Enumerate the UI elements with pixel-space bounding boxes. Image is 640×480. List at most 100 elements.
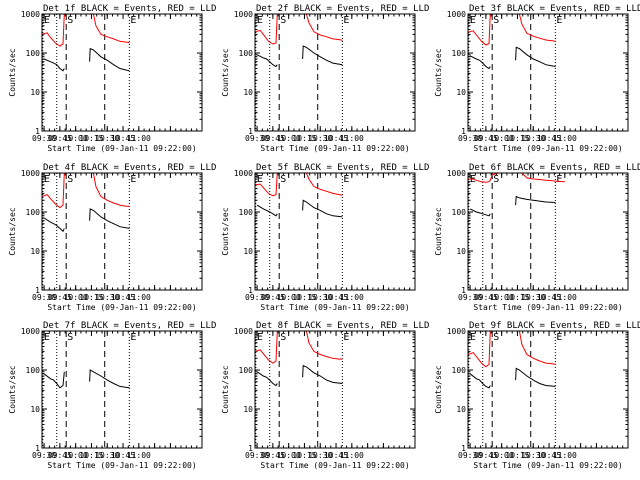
x-tick-label: 09:45 (474, 293, 498, 302)
y-axis-label: Counts/sec (221, 207, 230, 255)
series-lld-red (468, 14, 556, 46)
x-tick-label: 10:00 (64, 134, 88, 143)
panel-det-3: Det 3f BLACK = Events, RED = LLD 1 10 100 10… (434, 4, 640, 153)
series-events-black (256, 199, 343, 218)
x-tick-label: 10:00 (277, 134, 301, 143)
marker-label: S (280, 174, 286, 185)
x-tick-label: 10:15 (292, 134, 316, 143)
marker-label: E (556, 174, 562, 185)
y-axis-label: Counts/sec (434, 48, 443, 96)
x-tick-label: 10:30 (95, 451, 119, 460)
y-tick-label: 1000 (234, 327, 253, 336)
x-tick-label: 09:30 (245, 134, 269, 143)
panel-title: Det 1f BLACK = Events, RED = LLD (43, 4, 216, 14)
panel-title: Det 2f BLACK = Events, RED = LLD (256, 4, 429, 14)
y-tick-label: 1 (461, 444, 466, 453)
marker-label: E (257, 15, 263, 26)
x-tick-label: 10:30 (308, 134, 332, 143)
panel-det-2: Det 2f BLACK = Events, RED = LLD 1 10 100 10… (221, 4, 429, 153)
x-axis-label: Start Time (09-Jan-11 09:22:00) (473, 461, 622, 470)
marker-label: E (470, 15, 476, 26)
marker-label: E (343, 332, 349, 343)
x-tick-label: 10:30 (95, 293, 119, 302)
y-axis-label: Counts/sec (8, 48, 17, 96)
x-tick-label: 11:00 (553, 134, 577, 143)
x-tick-label: 10:30 (521, 134, 545, 143)
y-tick-label: 1 (461, 286, 466, 295)
x-tick-label: 10:15 (292, 293, 316, 302)
y-tick-label: 1000 (447, 169, 466, 178)
y-tick-label: 10 (30, 405, 40, 414)
panel-title: Det 8f BLACK = Events, RED = LLD (256, 321, 429, 331)
marker-label: E (257, 332, 263, 343)
x-axis-label: Start Time (09-Jan-11 09:22:00) (47, 461, 196, 470)
series-lld-red (255, 14, 343, 45)
y-axis-label: Counts/sec (221, 365, 230, 413)
panel-det-7: Det 7f BLACK = Events, RED = LLD 1 10 100 10… (8, 321, 216, 470)
x-tick-label: 10:00 (277, 451, 301, 460)
marker-label: S (67, 332, 73, 343)
x-tick-label: 10:45 (324, 134, 348, 143)
panel-frame (467, 13, 629, 132)
marker-label: S (280, 15, 286, 26)
series-events-black (256, 45, 343, 68)
series-events-black (469, 46, 556, 70)
marker-label: E (556, 332, 562, 343)
y-axis-label: Counts/sec (434, 207, 443, 255)
x-tick-label: 10:30 (308, 451, 332, 460)
y-tick-label: 100 (239, 366, 254, 375)
panel-det-4: Det 4f BLACK = Events, RED = LLD 1 10 100 10… (8, 163, 216, 312)
x-tick-label: 09:45 (48, 451, 72, 460)
series-events-black (43, 208, 130, 233)
x-axis-label: Start Time (09-Jan-11 09:22:00) (473, 144, 622, 153)
x-axis-label: Start Time (09-Jan-11 09:22:00) (260, 144, 409, 153)
x-tick-label: 10:30 (521, 293, 545, 302)
y-tick-label: 10 (30, 88, 40, 97)
y-axis-label: Counts/sec (8, 365, 17, 413)
marker-label: S (493, 174, 499, 185)
x-tick-label: 10:45 (537, 293, 561, 302)
panel-det-6: Det 6f BLACK = Events, RED = LLD 1 10 100 10… (434, 163, 640, 312)
y-tick-label: 1000 (21, 327, 40, 336)
series-events-black (43, 47, 130, 72)
panel-frame (467, 172, 629, 291)
series-lld-red (468, 331, 556, 368)
panel-title: Det 5f BLACK = Events, RED = LLD (256, 163, 429, 173)
x-tick-label: 09:30 (32, 451, 56, 460)
x-tick-label: 09:45 (261, 451, 285, 460)
series-lld-red (255, 331, 343, 364)
y-tick-label: 10 (243, 247, 253, 256)
series-lld-red (42, 173, 130, 209)
x-tick-label: 10:30 (521, 451, 545, 460)
x-axis-label: Start Time (09-Jan-11 09:22:00) (473, 303, 622, 312)
y-tick-label: 100 (452, 49, 467, 58)
x-tick-label: 09:45 (474, 451, 498, 460)
marker-label: E (257, 174, 263, 185)
x-tick-label: 10:45 (537, 451, 561, 460)
x-tick-label: 09:45 (48, 293, 72, 302)
y-tick-label: 100 (26, 208, 41, 217)
x-tick-label: 10:00 (490, 451, 514, 460)
series-lld-red (468, 173, 565, 183)
y-tick-label: 1 (35, 286, 40, 295)
x-tick-label: 10:30 (95, 134, 119, 143)
x-tick-label: 09:30 (245, 451, 269, 460)
y-tick-label: 1000 (21, 10, 40, 19)
x-tick-label: 10:45 (537, 134, 561, 143)
panel-det-8: Det 8f BLACK = Events, RED = LLD 1 10 100 10… (221, 321, 429, 470)
marker-label: E (343, 15, 349, 26)
x-tick-label: 11:00 (340, 451, 364, 460)
series-lld-red (42, 14, 130, 47)
x-tick-label: 11:00 (127, 293, 151, 302)
y-tick-label: 10 (243, 88, 253, 97)
x-tick-label: 11:00 (127, 134, 151, 143)
y-tick-label: 100 (239, 208, 254, 217)
panel-title: Det 3f BLACK = Events, RED = LLD (469, 4, 640, 14)
y-axis-label: Counts/sec (8, 207, 17, 255)
y-tick-label: 1 (35, 127, 40, 136)
x-tick-label: 10:00 (64, 293, 88, 302)
marker-label: S (67, 15, 73, 26)
y-tick-label: 100 (26, 366, 41, 375)
marker-label: S (280, 332, 286, 343)
x-tick-label: 09:30 (458, 134, 482, 143)
